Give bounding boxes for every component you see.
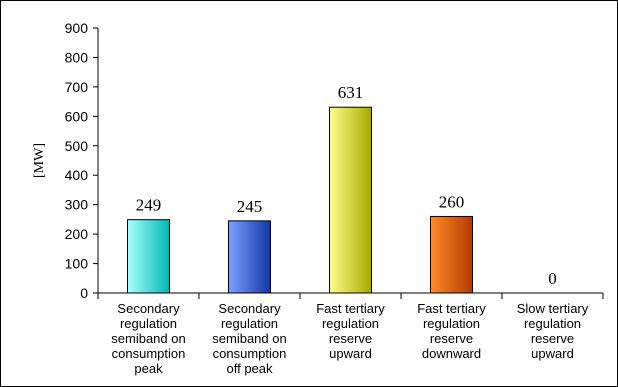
data-label: 249 — [136, 196, 162, 215]
x-category-label: Secondary regulation semiband on consumptio… — [111, 301, 185, 376]
x-category-label-line: regulation — [423, 316, 480, 331]
y-tick-label: 200 — [65, 226, 89, 242]
x-category-label-line: peak — [134, 361, 163, 376]
x-category-label-line: semiband on — [212, 331, 286, 346]
x-category-label-line: off peak — [226, 361, 273, 376]
x-axis: Secondary regulation semiband on consumptio… — [97, 292, 604, 376]
y-tick-label: 600 — [65, 108, 89, 124]
x-category-label-line: reserve — [531, 331, 574, 346]
x-category-label: Slow tertiary regulation reserve upward — [517, 301, 589, 361]
y-tick-label: 300 — [65, 197, 89, 213]
y-tick-label: 900 — [65, 20, 89, 36]
bar — [430, 215, 473, 294]
x-category-label-line: consumption — [213, 346, 287, 361]
x-category-label-line: regulation — [221, 316, 278, 331]
x-category-label-line: reserve — [430, 331, 473, 346]
y-tick-label: 700 — [65, 79, 89, 95]
x-category-label-line: upward — [531, 346, 574, 361]
bar — [228, 220, 271, 294]
data-label: 0 — [548, 269, 557, 288]
bar — [329, 106, 372, 294]
x-category-label-line: reserve — [329, 331, 372, 346]
x-category-label-line: regulation — [120, 316, 177, 331]
x-category-label-line: Slow tertiary — [517, 301, 589, 316]
data-label: 260 — [439, 192, 465, 211]
data-label: 245 — [237, 197, 263, 216]
y-tick-label: 500 — [65, 138, 89, 154]
x-category-label: Fast tertiary regulation reserve upward — [316, 301, 385, 361]
x-category-label-line: regulation — [322, 316, 379, 331]
y-tick-label: 400 — [65, 167, 89, 183]
y-tick-label: 800 — [65, 49, 89, 65]
x-category-label-line: regulation — [524, 316, 581, 331]
y-axis: 0 100 200 300 400 500 600 700 800 900 — [65, 20, 99, 301]
x-category-label-line: Fast tertiary — [417, 301, 486, 316]
x-category-label-line: downward — [422, 346, 481, 361]
bars: 249 245 631 260 0 — [127, 83, 557, 294]
x-category-label-line: Secondary — [117, 301, 180, 316]
x-category-label: Fast tertiary regulation reserve downward — [417, 301, 486, 361]
x-category-label-line: Secondary — [218, 301, 281, 316]
x-category-label-line: upward — [329, 346, 372, 361]
x-category-label: Secondary regulation semiband on consumptio… — [212, 301, 286, 376]
y-axis-title: [MW] — [32, 143, 47, 178]
bar — [127, 219, 170, 294]
y-tick-label: 100 — [65, 256, 89, 272]
data-label: 631 — [338, 83, 364, 102]
x-category-label-line: semiband on — [111, 331, 185, 346]
y-tick-label: 0 — [80, 285, 88, 301]
x-category-label-line: consumption — [112, 346, 186, 361]
x-category-label-line: Fast tertiary — [316, 301, 385, 316]
